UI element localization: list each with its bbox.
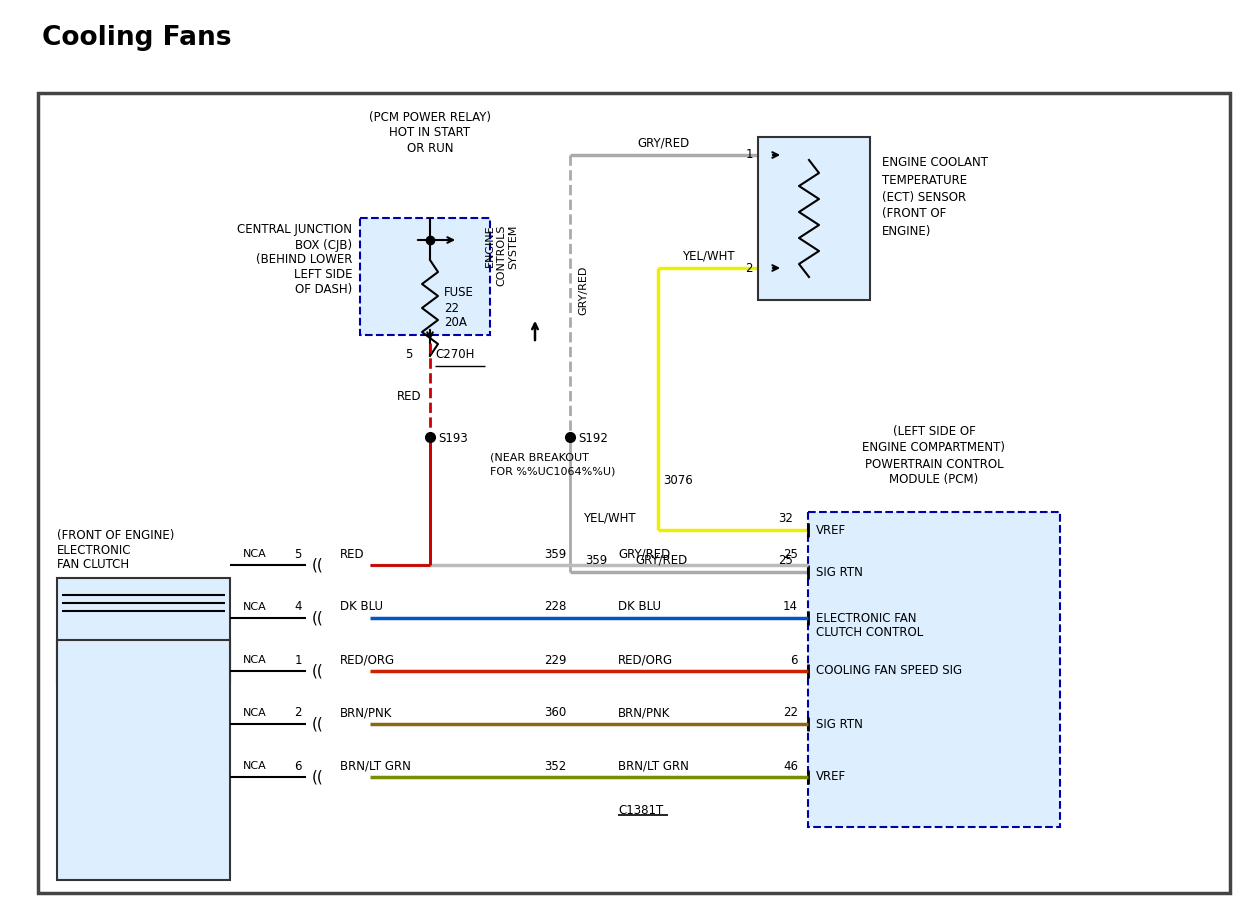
Text: 22: 22 [782,707,797,719]
Text: C1381T: C1381T [618,804,663,816]
Text: SIG RTN: SIG RTN [816,718,863,730]
Bar [37,93,1230,893]
Bar [360,218,490,335]
Text: CENTRAL JUNCTION: CENTRAL JUNCTION [237,224,353,236]
Text: (FRONT OF: (FRONT OF [882,207,946,220]
Text: BRN/PNK: BRN/PNK [340,707,392,719]
Text: NCA: NCA [243,655,267,665]
Text: DK BLU: DK BLU [618,601,660,613]
Text: 20A: 20A [444,316,467,330]
Text: RED/ORG: RED/ORG [618,653,673,667]
Text: VREF: VREF [816,524,846,536]
Text: YEL/WHT: YEL/WHT [583,512,635,525]
Text: BRN/PNK: BRN/PNK [618,707,670,719]
Text: 14: 14 [782,601,797,613]
Text: HOT IN START: HOT IN START [390,127,471,140]
Text: GRY/RED: GRY/RED [638,137,690,149]
Text: FOR %%UC1064%%U): FOR %%UC1064%%U) [490,467,616,477]
Text: ((: (( [313,717,324,731]
Text: NCA: NCA [243,708,267,718]
Text: RED: RED [397,390,422,403]
Text: TEMPERATURE: TEMPERATURE [882,174,967,187]
Text: 1: 1 [745,149,753,161]
Text: ENGINE): ENGINE) [882,225,931,237]
Text: 359: 359 [543,547,566,561]
Text: 6: 6 [790,653,797,667]
Text: NCA: NCA [243,549,267,559]
Text: GRY/RED: GRY/RED [635,554,688,566]
Text: MODULE (PCM): MODULE (PCM) [890,474,978,487]
Bar [758,137,870,300]
Text: RED: RED [340,547,365,561]
Text: 2: 2 [745,262,753,275]
Text: ENGINE
CONTROLS
SYSTEM: ENGINE CONTROLS SYSTEM [485,225,518,285]
Bar [57,640,231,880]
Text: 1: 1 [294,653,302,667]
Text: GRY/RED: GRY/RED [618,547,670,561]
Text: 360: 360 [543,707,566,719]
Text: 25: 25 [778,554,792,566]
Text: (BEHIND LOWER: (BEHIND LOWER [255,254,353,266]
Bar [57,578,231,683]
Text: ELECTRONIC: ELECTRONIC [57,544,132,556]
Text: 359: 359 [586,554,607,566]
Text: 32: 32 [778,512,792,525]
Text: 25: 25 [784,547,797,561]
Text: RED/ORG: RED/ORG [340,653,395,667]
Text: POWERTRAIN CONTROL: POWERTRAIN CONTROL [865,458,1003,470]
Text: S192: S192 [578,432,608,446]
Text: 352: 352 [543,759,566,773]
Text: (FRONT OF ENGINE): (FRONT OF ENGINE) [57,528,174,542]
Text: BRN/LT GRN: BRN/LT GRN [340,759,411,773]
Text: (PCM POWER RELAY): (PCM POWER RELAY) [369,111,491,124]
Text: (LEFT SIDE OF: (LEFT SIDE OF [892,426,976,439]
Text: COOLING FAN SPEED SIG: COOLING FAN SPEED SIG [816,664,962,678]
Text: (NEAR BREAKOUT: (NEAR BREAKOUT [490,452,589,462]
Text: YEL/WHT: YEL/WHT [682,249,734,263]
Text: ENGINE COOLANT: ENGINE COOLANT [882,157,988,169]
Text: 229: 229 [543,653,566,667]
Text: S193: S193 [439,432,467,446]
Bar [807,512,1060,827]
Text: 5: 5 [294,547,302,561]
Text: LEFT SIDE: LEFT SIDE [294,268,353,282]
Text: BOX (CJB): BOX (CJB) [295,238,353,252]
Text: SIG RTN: SIG RTN [816,565,863,579]
Text: NCA: NCA [243,602,267,612]
Text: CLUTCH CONTROL: CLUTCH CONTROL [816,625,923,639]
Text: 2: 2 [294,707,302,719]
Text: C270H: C270H [435,349,475,361]
Text: FUSE: FUSE [444,286,473,300]
Text: Cooling Fans: Cooling Fans [42,25,232,51]
Text: 3076: 3076 [663,474,693,487]
Text: ((: (( [313,557,324,573]
Text: 22: 22 [444,302,459,314]
Text: ENGINE COMPARTMENT): ENGINE COMPARTMENT) [862,441,1006,455]
Text: 228: 228 [543,601,566,613]
Text: OF DASH): OF DASH) [295,284,353,296]
Text: BRN/LT GRN: BRN/LT GRN [618,759,689,773]
Text: 46: 46 [782,759,797,773]
Text: 6: 6 [294,759,302,773]
Text: DK BLU: DK BLU [340,601,383,613]
Text: FAN CLUTCH: FAN CLUTCH [57,558,130,572]
Text: 5: 5 [405,349,412,361]
Text: NCA: NCA [243,761,267,771]
Text: VREF: VREF [816,770,846,784]
Text: GRY/RED: GRY/RED [578,265,588,314]
Text: 4: 4 [294,601,302,613]
Text: ELECTRONIC FAN: ELECTRONIC FAN [816,612,917,624]
Text: ((: (( [313,611,324,625]
Text: ((: (( [313,769,324,785]
Text: ((: (( [313,663,324,679]
Text: (ECT) SENSOR: (ECT) SENSOR [882,190,966,204]
Text: OR RUN: OR RUN [406,141,454,155]
